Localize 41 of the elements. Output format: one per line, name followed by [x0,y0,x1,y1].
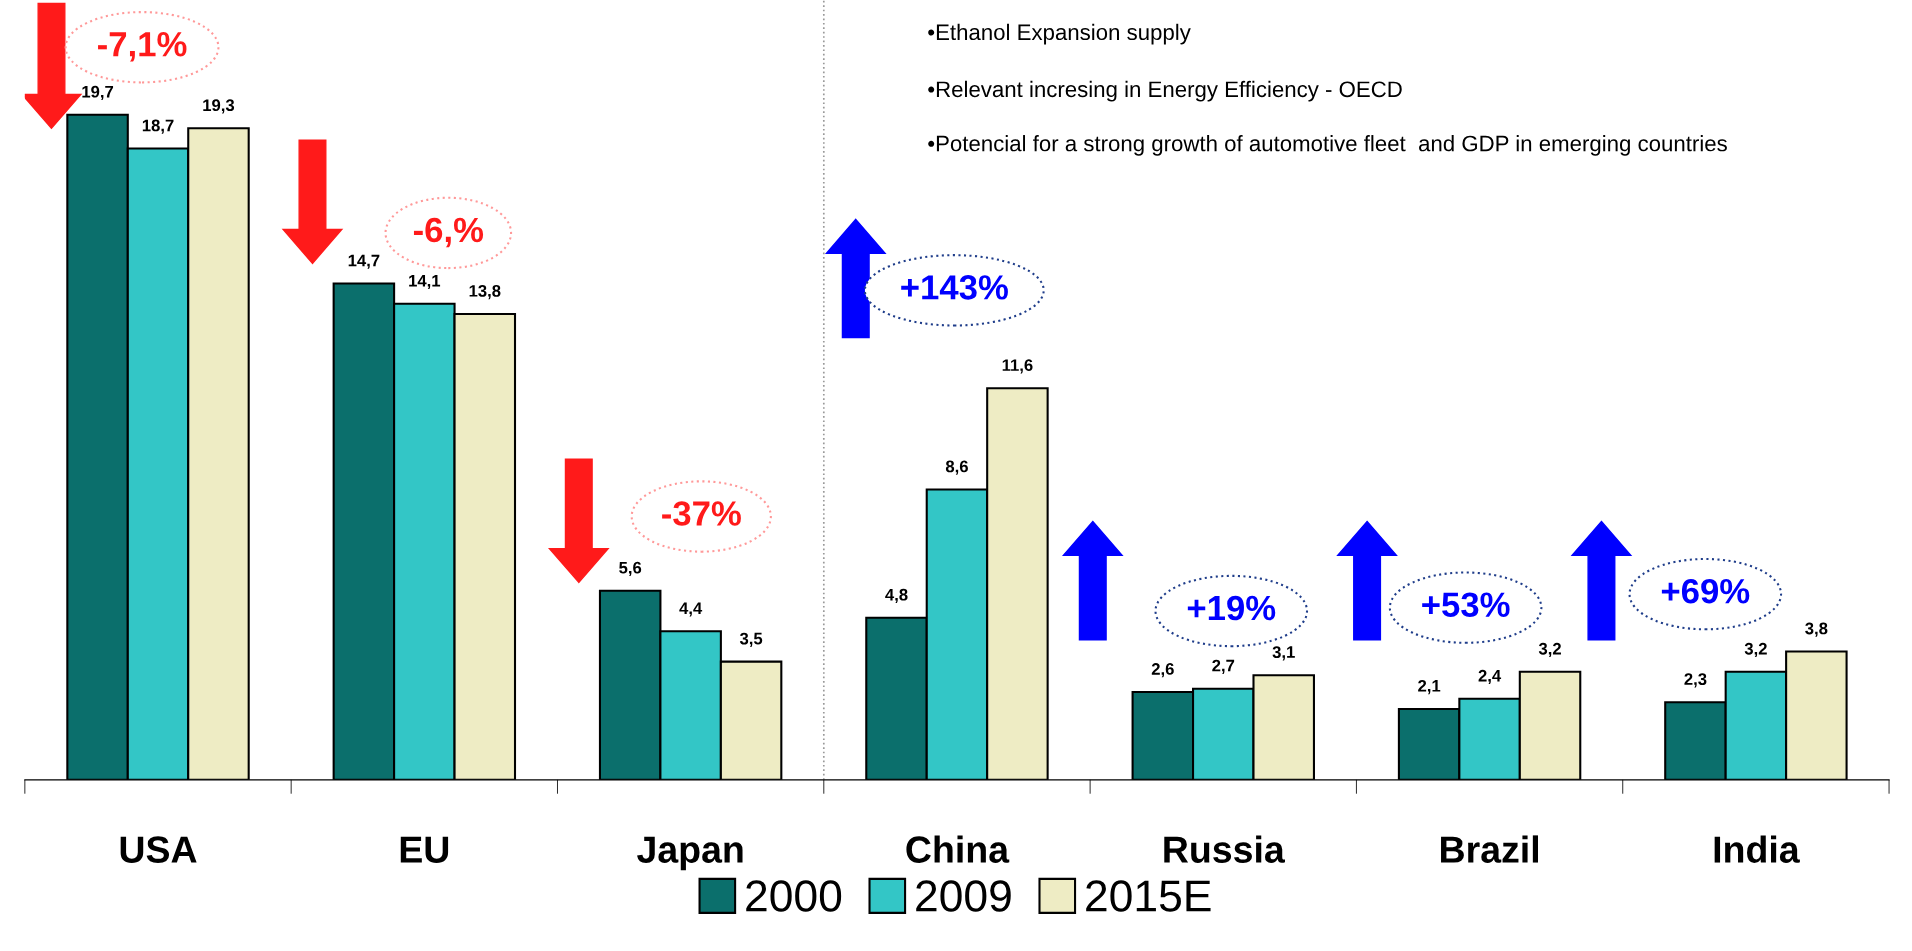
annotation: +143% [901,275,1008,300]
x-tick-label: China [906,835,1010,863]
annotation: •Potencial for a strong growth of automotive fleet and GDP in emerging countries [928,135,1727,156]
annotation: •Relevant incresing in Energy Efficiency - OECD [928,80,1402,102]
data-label: 19,3 [203,99,235,114]
data-label: 11,6 [1002,359,1033,374]
x-tick-label: Brazil [1441,835,1538,863]
data-label: 3,8 [1805,622,1828,637]
annotation: •Ethanol Expansion supply [928,23,1191,45]
x-tick-label: Russia [1164,835,1285,863]
data-label: 14,7 [348,254,380,269]
data-label: 3,2 [1744,642,1767,658]
annotation: +69% [1661,578,1750,604]
data-label: 5,6 [619,561,642,577]
data-label: 3,1 [1272,646,1295,661]
legend-label: 2015E [1086,880,1211,912]
data-label: 4,4 [679,602,703,617]
data-label: 2,4 [1478,669,1502,685]
annotation: -7,1% [98,32,187,62]
data-label: 2,7 [1212,659,1235,674]
annotation: -37% [662,501,741,526]
data-label: 18,7 [142,119,174,134]
data-label: 4,8 [885,588,908,604]
x-tick-label: Japan [637,836,743,871]
data-label: 19,7 [82,85,114,101]
data-label: 8,6 [945,460,968,475]
data-label: 2,1 [1418,679,1441,695]
x-tick-label: India [1714,835,1800,863]
data-label: 3,2 [1538,642,1561,658]
legend-label: 2009 [916,880,1011,912]
legend-label: 2000 [746,880,842,912]
annotation: +19% [1187,595,1276,621]
annotation: +53% [1422,592,1510,618]
x-tick-label: USA [120,836,197,863]
x-tick-label: EU [400,836,449,863]
data-label: 14,1 [409,275,441,290]
data-label: 3,5 [739,632,763,647]
data-label: 2,6 [1151,663,1174,678]
data-label: 13,8 [469,284,501,300]
annotation: -6,% [413,217,484,248]
data-label: 2,3 [1684,673,1707,688]
